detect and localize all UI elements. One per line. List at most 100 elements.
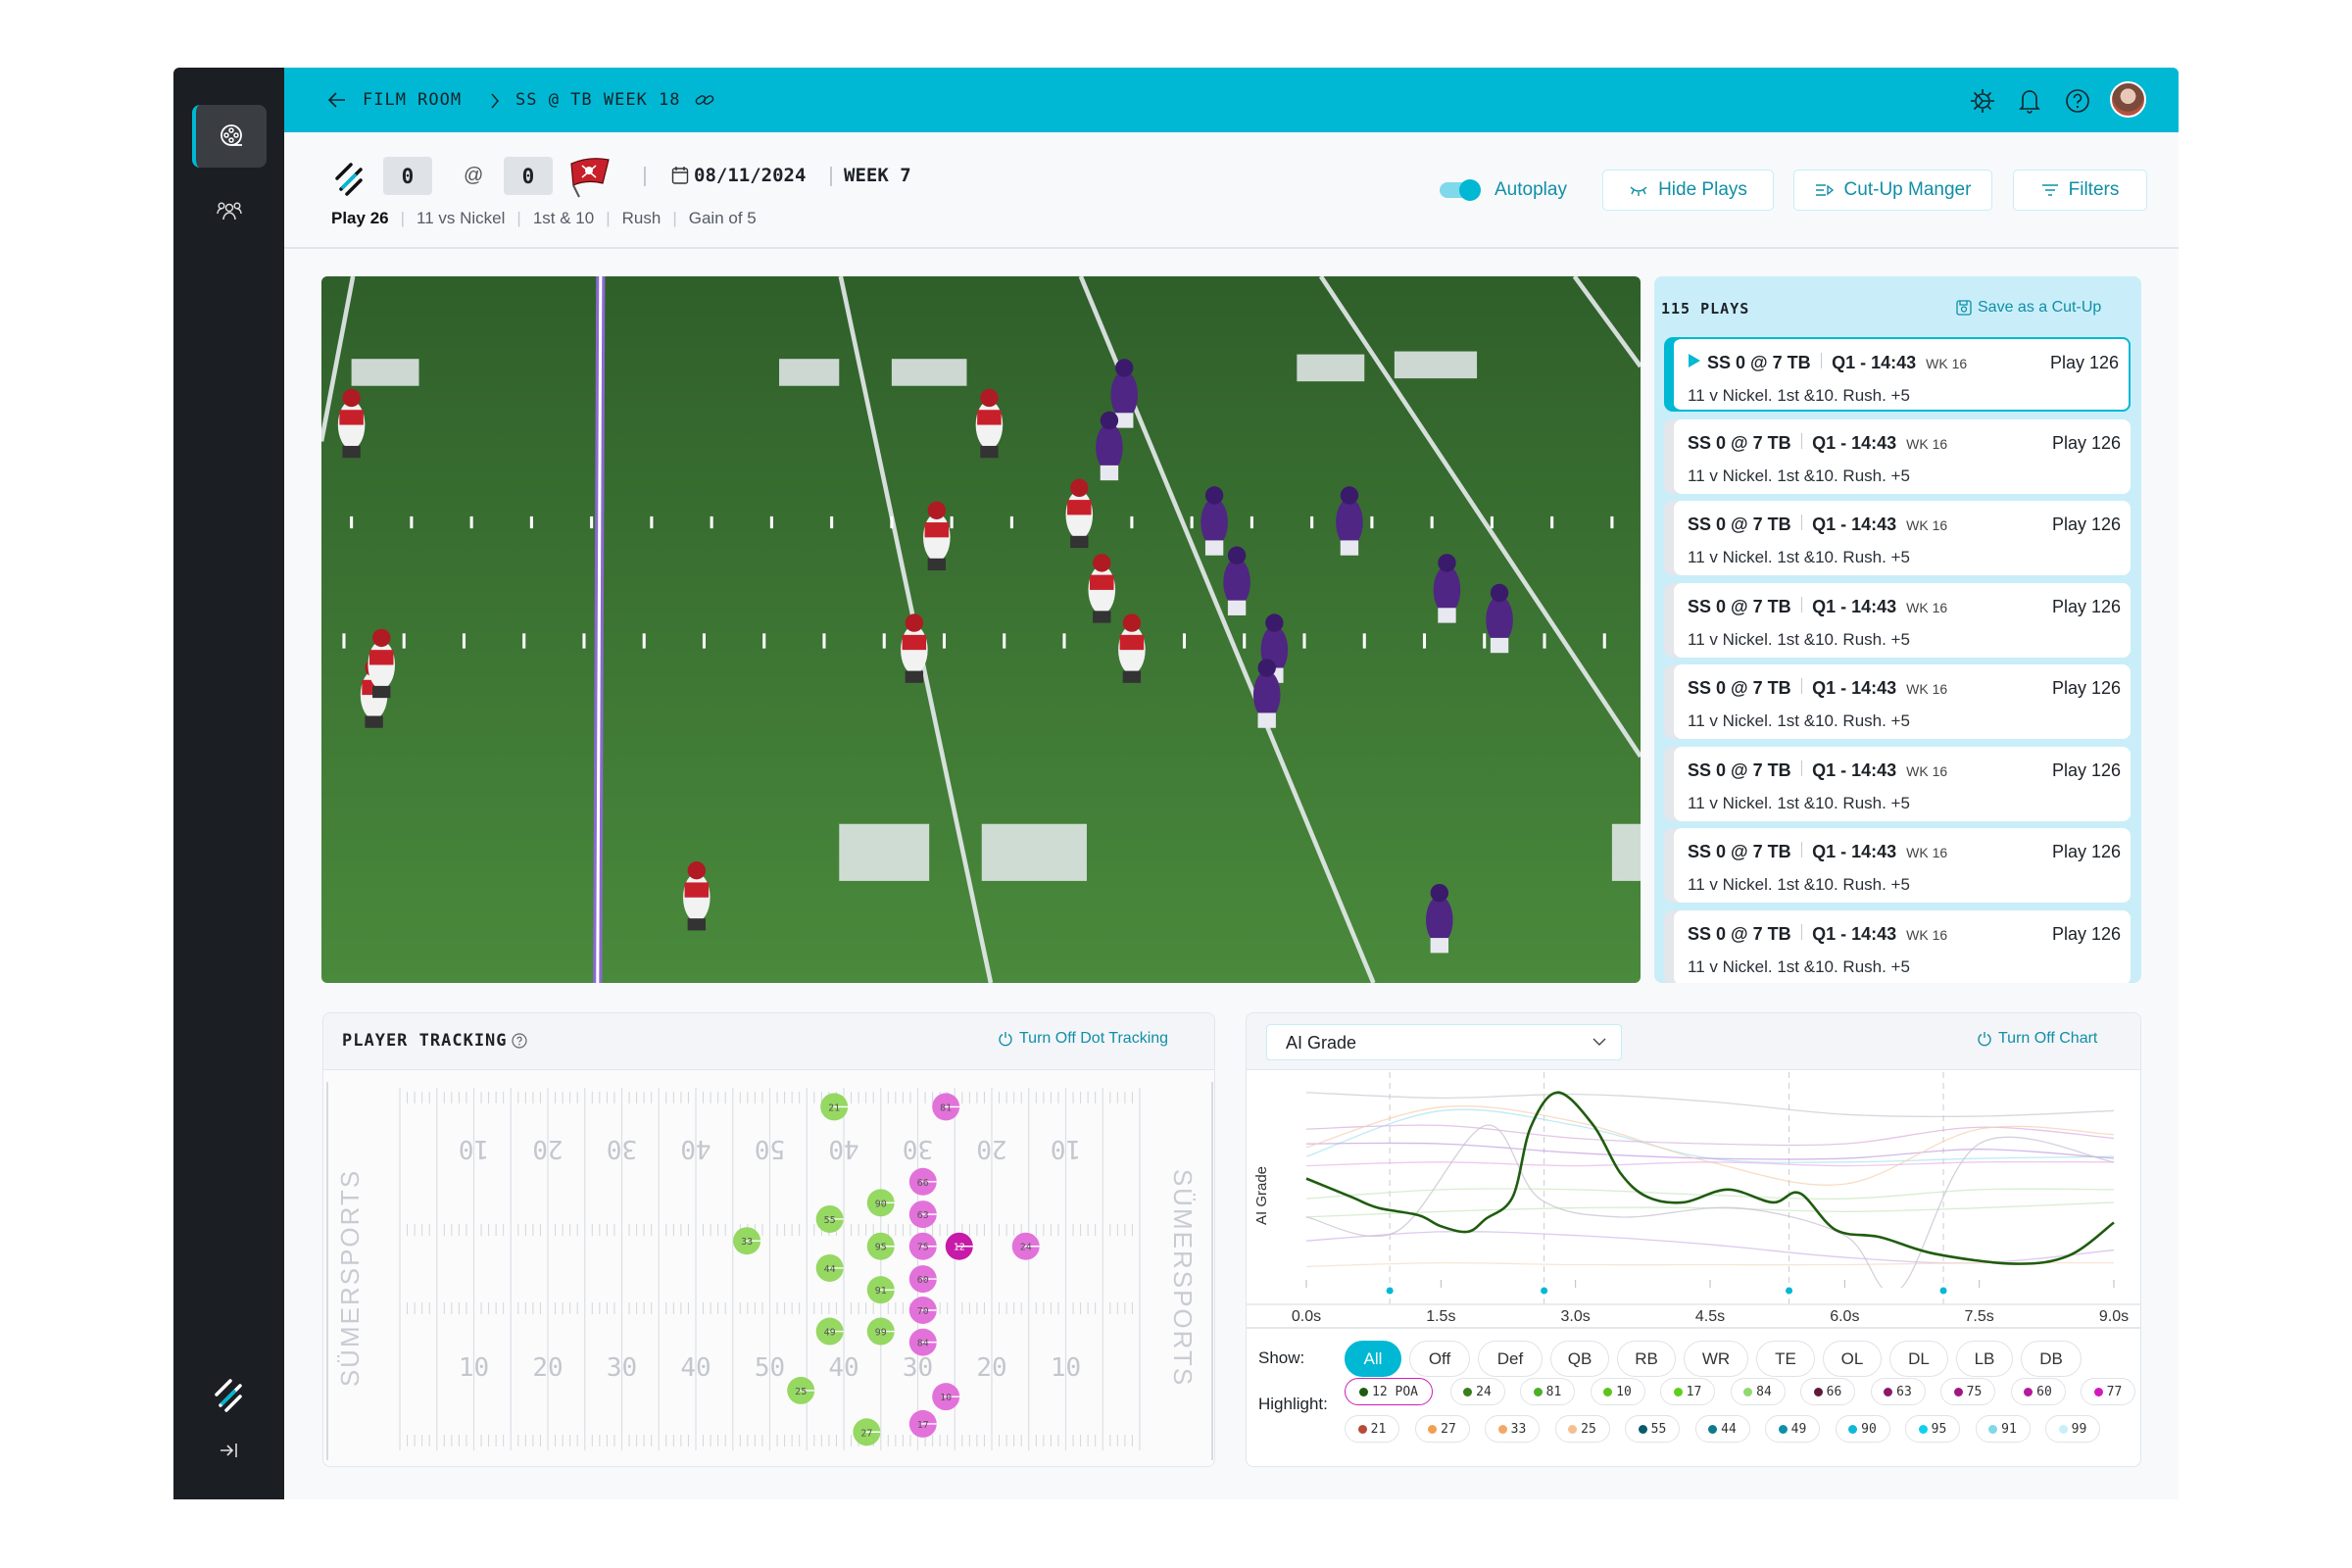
player-dot-70[interactable]: 70 bbox=[908, 1296, 937, 1324]
yard-number: 10 bbox=[1051, 1134, 1081, 1163]
player-dot-33[interactable]: 33 bbox=[733, 1227, 761, 1255]
highlight-player-95[interactable]: 95 bbox=[1905, 1415, 1960, 1443]
svg-text:63: 63 bbox=[917, 1210, 929, 1221]
power-icon bbox=[999, 1032, 1012, 1047]
hide-plays-button[interactable]: Hide Plays bbox=[1602, 170, 1774, 211]
show-filter-ol[interactable]: OL bbox=[1823, 1341, 1882, 1377]
highlight-player-25[interactable]: 25 bbox=[1554, 1415, 1610, 1443]
play-card[interactable]: SS 0 @ 7 TB Q1 - 14:43 WK 16 Play 126 11… bbox=[1664, 664, 2131, 739]
player-dot-90[interactable]: 90 bbox=[866, 1189, 895, 1217]
show-filter-te[interactable]: TE bbox=[1756, 1341, 1815, 1377]
highlight-player-33[interactable]: 33 bbox=[1485, 1415, 1540, 1443]
player-dot-44[interactable]: 44 bbox=[815, 1253, 844, 1282]
play-card[interactable]: SS 0 @ 7 TB Q1 - 14:43 WK 16 Play 126 11… bbox=[1664, 746, 2131, 821]
settings-icon[interactable] bbox=[1970, 88, 1995, 114]
collapse-sidebar-icon[interactable] bbox=[218, 1440, 239, 1466]
player-dot-25[interactable]: 25 bbox=[787, 1376, 815, 1404]
highlight-player-10[interactable]: 10 bbox=[1590, 1378, 1645, 1405]
event-marker-dot[interactable] bbox=[1386, 1287, 1394, 1295]
highlight-player-24[interactable]: 24 bbox=[1449, 1378, 1505, 1405]
background-series-line bbox=[1305, 1201, 2115, 1218]
autoplay-toggle[interactable] bbox=[1440, 179, 1483, 201]
avatar[interactable] bbox=[2110, 81, 2146, 118]
play-down: 1st & 10 bbox=[532, 209, 595, 227]
highlight-player-75[interactable]: 75 bbox=[1940, 1378, 1995, 1405]
show-filter-wr[interactable]: WR bbox=[1684, 1341, 1748, 1377]
highlight-player-12[interactable]: 12 POA bbox=[1345, 1378, 1433, 1405]
show-filter-qb[interactable]: QB bbox=[1550, 1341, 1609, 1377]
play-card[interactable]: SS 0 @ 7 TB Q1 - 14:43 WK 16 Play 126 11… bbox=[1664, 337, 2131, 412]
highlight-player-63[interactable]: 63 bbox=[1870, 1378, 1926, 1405]
plays-count: 115 PLAYS bbox=[1661, 300, 1750, 318]
divider bbox=[1800, 432, 1803, 449]
player-dot-49[interactable]: 49 bbox=[815, 1317, 844, 1346]
player-dot-75[interactable]: 75 bbox=[908, 1232, 937, 1260]
turn-off-dot-tracking-button[interactable]: Turn Off Dot Tracking bbox=[998, 1030, 1168, 1048]
highlight-player-99[interactable]: 99 bbox=[2045, 1415, 2100, 1443]
player-dot-21[interactable]: 21 bbox=[820, 1093, 849, 1121]
player-dot-95[interactable]: 95 bbox=[866, 1232, 895, 1260]
show-filter-lb[interactable]: LB bbox=[1956, 1341, 2013, 1377]
event-marker-dot[interactable] bbox=[1541, 1287, 1548, 1295]
highlight-player-81[interactable]: 81 bbox=[1520, 1378, 1575, 1405]
player-dot-91[interactable]: 91 bbox=[866, 1276, 895, 1304]
show-filter-def[interactable]: Def bbox=[1478, 1341, 1543, 1377]
highlight-player-21[interactable]: 21 bbox=[1345, 1415, 1399, 1443]
breadcrumb-film-room[interactable]: FILM ROOM bbox=[363, 90, 463, 110]
sidebar-item-teams[interactable] bbox=[192, 180, 267, 243]
player-dot-27[interactable]: 27 bbox=[853, 1418, 881, 1446]
color-dot bbox=[1673, 1387, 1683, 1396]
player-dot-12[interactable]: 12 bbox=[945, 1232, 973, 1260]
highlight-player-55[interactable]: 55 bbox=[1625, 1415, 1680, 1443]
player-dot-63[interactable]: 63 bbox=[908, 1200, 937, 1229]
sidebar-item-film-room[interactable] bbox=[192, 105, 267, 168]
highlight-player-60[interactable]: 60 bbox=[2010, 1378, 2066, 1405]
show-filter-dl[interactable]: DL bbox=[1889, 1341, 1948, 1377]
play-card[interactable]: SS 0 @ 7 TB Q1 - 14:43 WK 16 Play 126 11… bbox=[1664, 418, 2131, 494]
highlight-player-17[interactable]: 17 bbox=[1660, 1378, 1715, 1405]
show-filter-rb[interactable]: RB bbox=[1617, 1341, 1676, 1377]
highlight-player-44[interactable]: 44 bbox=[1694, 1415, 1750, 1443]
player-figure-vikings bbox=[1223, 546, 1250, 615]
show-filter-all[interactable]: All bbox=[1345, 1341, 1401, 1377]
player-dot-55[interactable]: 55 bbox=[815, 1204, 844, 1233]
highlight-player-49[interactable]: 49 bbox=[1765, 1415, 1820, 1443]
play-card[interactable]: SS 0 @ 7 TB Q1 - 14:43 WK 16 Play 126 11… bbox=[1664, 501, 2131, 575]
save-cutup-button[interactable]: Save as a Cut-Up bbox=[1956, 299, 2101, 317]
video-player[interactable] bbox=[321, 276, 1641, 983]
arrow-left-icon[interactable] bbox=[327, 91, 347, 109]
player-dot-99[interactable]: 99 bbox=[866, 1317, 895, 1346]
play-card[interactable]: SS 0 @ 7 TB Q1 - 14:43 WK 16 Play 126 11… bbox=[1664, 909, 2131, 983]
highlight-player-84[interactable]: 84 bbox=[1730, 1378, 1786, 1405]
help-icon[interactable] bbox=[2065, 88, 2090, 114]
player-dot-17[interactable]: 17 bbox=[908, 1409, 937, 1438]
player-dot-84[interactable]: 84 bbox=[908, 1328, 937, 1356]
metric-select[interactable]: AI Grade bbox=[1266, 1024, 1622, 1060]
highlight-player-66[interactable]: 66 bbox=[1800, 1378, 1855, 1405]
event-marker-dot[interactable] bbox=[1786, 1287, 1793, 1295]
highlight-player-90[interactable]: 90 bbox=[1835, 1415, 1890, 1443]
play-card[interactable]: SS 0 @ 7 TB Q1 - 14:43 WK 16 Play 126 11… bbox=[1664, 582, 2131, 658]
play-description: 11 v Nickel. 1st &10. Rush. +5 bbox=[1688, 466, 1910, 485]
play-score: SS 0 @ 7 TB bbox=[1688, 760, 1791, 780]
event-marker-dot[interactable] bbox=[1939, 1287, 1947, 1295]
show-filter-off[interactable]: Off bbox=[1409, 1341, 1470, 1377]
player-dot-81[interactable]: 81 bbox=[932, 1093, 960, 1121]
filters-button[interactable]: Filters bbox=[2013, 170, 2147, 211]
player-dot-24[interactable]: 24 bbox=[1011, 1232, 1040, 1260]
link-icon[interactable] bbox=[694, 91, 715, 109]
ai-grade-panel: AI Grade Turn Off Chart AI Grade 0.0s 1.5… bbox=[1246, 1012, 2141, 1467]
help-icon[interactable] bbox=[512, 1033, 527, 1049]
highlight-player-label: 55 bbox=[1650, 1421, 1667, 1437]
player-dot-10[interactable]: 10 bbox=[932, 1383, 960, 1411]
bell-icon[interactable] bbox=[2018, 87, 2041, 115]
cutup-manager-button[interactable]: Cut-Up Manger bbox=[1793, 170, 1992, 211]
highlight-player-91[interactable]: 91 bbox=[1975, 1415, 2031, 1443]
show-filter-db[interactable]: DB bbox=[2021, 1341, 2082, 1377]
player-dot-66[interactable]: 66 bbox=[908, 1167, 937, 1196]
player-dot-60[interactable]: 60 bbox=[908, 1265, 937, 1294]
highlight-player-77[interactable]: 77 bbox=[2081, 1378, 2135, 1405]
turn-off-chart-button[interactable]: Turn Off Chart bbox=[1977, 1030, 2097, 1048]
play-card[interactable]: SS 0 @ 7 TB Q1 - 14:43 WK 16 Play 126 11… bbox=[1664, 828, 2131, 903]
highlight-player-27[interactable]: 27 bbox=[1414, 1415, 1470, 1443]
